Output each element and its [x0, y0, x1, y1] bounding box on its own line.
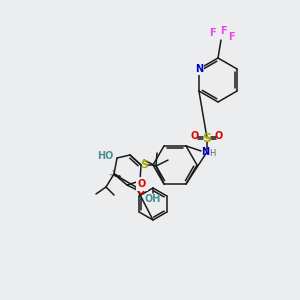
- Text: N: N: [195, 64, 203, 74]
- Text: N: N: [201, 147, 209, 157]
- Text: F: F: [220, 26, 226, 36]
- Text: S: S: [202, 131, 211, 145]
- Text: O: O: [138, 179, 146, 189]
- Text: F: F: [228, 32, 234, 42]
- Text: O: O: [215, 131, 223, 141]
- Text: HO: HO: [97, 151, 113, 161]
- Text: O: O: [191, 131, 199, 141]
- Text: S: S: [140, 160, 148, 170]
- Text: H: H: [209, 148, 215, 158]
- Text: F: F: [209, 28, 215, 38]
- Text: OH: OH: [145, 194, 161, 204]
- Text: O: O: [137, 186, 145, 196]
